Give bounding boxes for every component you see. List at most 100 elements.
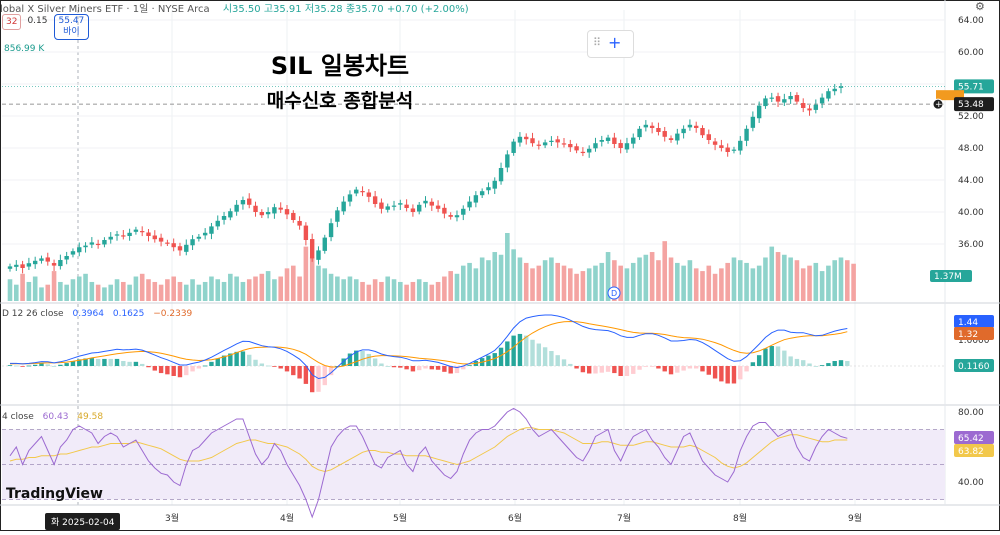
hist-value: −0.2339 xyxy=(153,309,193,319)
volume-bar xyxy=(253,276,258,301)
crosshair-toolbar[interactable]: ⠿ + xyxy=(587,30,634,58)
sell-button[interactable]: 32 xyxy=(2,14,22,30)
dividend-marker-icon xyxy=(607,286,621,300)
candle-body xyxy=(360,191,365,193)
symbol-text[interactable]: lobal X Silver Miners ETF · 1일 · NYSE Ar… xyxy=(0,4,210,15)
macd-histogram-bar xyxy=(574,366,579,369)
macd-histogram-bar xyxy=(234,351,239,366)
macd-histogram-bar xyxy=(429,366,434,370)
candle-body xyxy=(102,240,107,245)
candle-body xyxy=(417,204,422,212)
volume-bar xyxy=(26,281,32,301)
volume-bar xyxy=(322,268,328,301)
candle-body xyxy=(253,205,258,212)
macd-histogram-bar xyxy=(788,356,793,366)
macd-histogram-bar xyxy=(360,351,365,366)
candle-body xyxy=(549,140,554,142)
drag-handle-icon[interactable]: ⠿ xyxy=(593,36,602,49)
macd-histogram-bar xyxy=(209,361,214,366)
volume-bar xyxy=(580,271,586,301)
candle-body xyxy=(121,235,126,237)
volume-bar xyxy=(517,257,523,301)
volume-last-label: 1.37M xyxy=(934,272,962,282)
tradingview-text: TradingView xyxy=(6,486,103,502)
crosshair-icon[interactable]: + xyxy=(608,33,622,52)
candle-body xyxy=(580,151,586,154)
volume-bar xyxy=(769,246,775,301)
volume-bar xyxy=(328,273,334,301)
signal-value: 0.1625 xyxy=(112,309,145,319)
volume-bar xyxy=(605,252,611,301)
candle-body xyxy=(177,246,183,251)
volume-bar xyxy=(530,268,535,301)
rsi-legend[interactable]: 4 close 60.43 49.58 xyxy=(2,412,103,422)
candle-body xyxy=(379,202,384,209)
candle-body xyxy=(467,201,472,208)
volume-bar xyxy=(335,276,340,301)
volume-bar xyxy=(756,265,762,301)
buy-button[interactable]: 55.47 바이 xyxy=(53,14,90,40)
candle-body xyxy=(190,239,195,246)
candle-body xyxy=(171,243,176,248)
macd-histogram-bar xyxy=(127,361,132,366)
candle-body xyxy=(681,128,686,134)
candle-body xyxy=(322,237,327,251)
candle-body xyxy=(140,231,145,233)
macd-histogram-bar xyxy=(140,363,145,366)
macd-histogram-bar xyxy=(39,363,44,366)
volume-bar xyxy=(259,273,265,301)
candle-body xyxy=(530,138,535,144)
candle-body xyxy=(247,198,252,205)
volume-bar xyxy=(737,260,743,301)
candle-body xyxy=(335,210,340,222)
candle-body xyxy=(215,220,220,227)
candle-body xyxy=(536,144,542,146)
candle-body xyxy=(517,136,523,143)
rsi-legend-label: 4 close xyxy=(2,412,34,422)
volume-bar xyxy=(152,281,158,301)
volume-bar xyxy=(448,271,453,301)
candle-body xyxy=(64,256,69,260)
candle-body xyxy=(89,242,95,245)
volume-bar xyxy=(511,249,516,301)
volume-bar xyxy=(668,257,674,301)
macd-histogram-bar xyxy=(366,353,372,366)
rsi-line xyxy=(9,407,848,519)
macd-tick-label: 1.0000 xyxy=(958,336,990,346)
candle-body xyxy=(738,140,743,151)
volume-bar xyxy=(442,276,447,301)
macd-histogram-bar xyxy=(794,358,800,366)
x-tick-label: 4월 xyxy=(280,512,294,524)
candle-body xyxy=(259,212,265,216)
candle-body xyxy=(58,260,63,267)
macd-histogram-bar xyxy=(404,366,409,370)
macd-histogram-bar xyxy=(618,366,623,376)
macd-legend[interactable]: D 12 26 close 0.3964 0.1625 −0.2339 xyxy=(2,309,192,319)
candle-body xyxy=(593,143,598,149)
macd-histogram-bar xyxy=(190,366,195,372)
volume-bar xyxy=(228,273,233,301)
macd-legend-label: D 12 26 close xyxy=(2,309,64,319)
candle-body xyxy=(303,225,309,240)
candle-body xyxy=(114,234,120,236)
price-tick-label: 64.00 xyxy=(958,16,984,26)
macd-histogram-bar xyxy=(687,366,693,369)
macd-histogram-bar xyxy=(681,366,686,371)
volume-bar xyxy=(618,265,623,301)
candle-body xyxy=(479,191,485,196)
volume-bar xyxy=(662,241,668,301)
macd-histogram-bar xyxy=(580,366,586,373)
macd-histogram-bar xyxy=(385,366,390,367)
volume-bar xyxy=(95,284,101,301)
macd-histogram-bar xyxy=(542,347,548,366)
tradingview-logo[interactable]: TradingView xyxy=(6,486,103,502)
volume-bar xyxy=(127,284,132,301)
add-order-glyph: + xyxy=(935,100,943,110)
candle-body xyxy=(769,97,774,99)
volume-bar xyxy=(630,262,636,301)
macd-histogram-bar xyxy=(643,366,649,367)
candle-body xyxy=(838,86,844,88)
macd-histogram-bar xyxy=(14,365,19,367)
candle-body xyxy=(196,236,202,239)
macd-histogram-bar xyxy=(461,366,466,370)
